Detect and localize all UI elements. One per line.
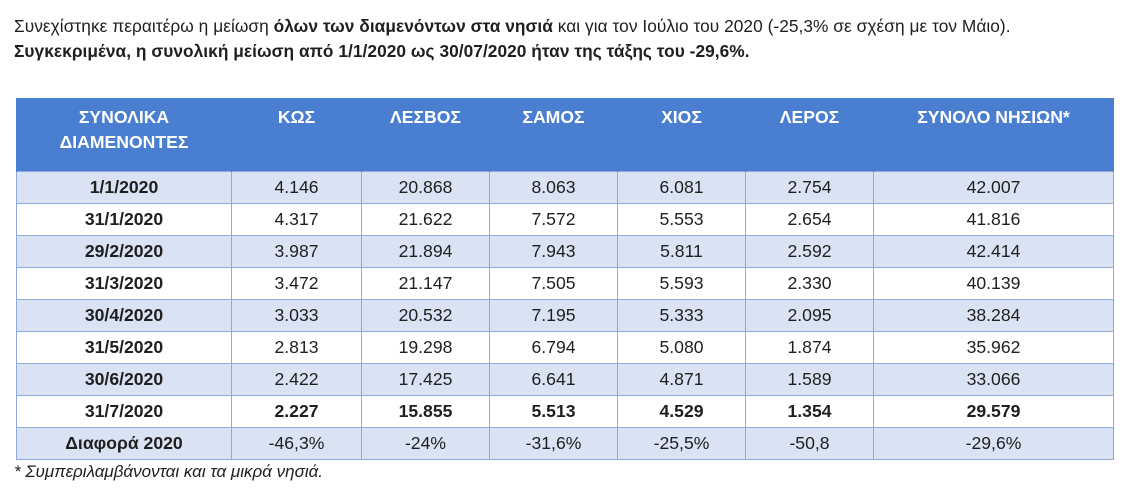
cell-samos: -31,6%: [489, 427, 618, 460]
cell-samos: 7.572: [489, 203, 618, 236]
table-header-row: ΣΥΝΟΛΙΚΑ ΔΙΑΜΕΝΟΝΤΕΣ ΚΩΣ ΛΕΣΒΟΣ ΣΑΜΟΣ ΧΙ…: [16, 98, 1114, 172]
header-total-islands: ΣΥΝΟΛΟ ΝΗΣΙΩΝ*: [873, 98, 1114, 172]
cell-kos: 4.317: [231, 203, 362, 236]
cell-date: Διαφορά 2020: [16, 427, 232, 460]
cell-samos: 7.505: [489, 267, 618, 300]
cell-leros: 1.589: [745, 363, 874, 396]
table-row: 30/6/2020 2.422 17.425 6.641 4.871 1.589 33.06…: [16, 363, 1114, 396]
cell-chios: 5.080: [617, 331, 746, 364]
cell-kos: -46,3%: [231, 427, 362, 460]
cell-chios: 4.871: [617, 363, 746, 396]
cell-kos: 3.033: [231, 299, 362, 332]
header-leros: ΛΕΡΟΣ: [745, 98, 874, 172]
cell-total: 40.139: [873, 267, 1114, 300]
cell-date: 30/6/2020: [16, 363, 232, 396]
header-lesvos: ΛΕΣΒΟΣ: [361, 98, 490, 172]
cell-leros: 2.592: [745, 235, 874, 268]
cell-samos: 8.063: [489, 171, 618, 204]
cell-kos: 4.146: [231, 171, 362, 204]
cell-lesvos: 19.298: [361, 331, 490, 364]
cell-date: 31/7/2020: [16, 395, 232, 428]
cell-samos: 5.513: [489, 395, 618, 428]
cell-date: 31/5/2020: [16, 331, 232, 364]
cell-lesvos: 21.622: [361, 203, 490, 236]
cell-kos: 3.472: [231, 267, 362, 300]
cell-chios: 5.553: [617, 203, 746, 236]
intro-paragraph: Συνεχίστηκε περαιτέρω η μείωση όλων των …: [14, 14, 1124, 64]
table-row: 31/3/2020 3.472 21.147 7.505 5.593 2.330 40.13…: [16, 267, 1114, 300]
intro-text-1: Συνεχίστηκε περαιτέρω η μείωση: [14, 16, 274, 36]
table-row: 31/5/2020 2.813 19.298 6.794 5.080 1.874 35.96…: [16, 331, 1114, 364]
cell-total: 38.284: [873, 299, 1114, 332]
cell-lesvos: -24%: [361, 427, 490, 460]
cell-date: 1/1/2020: [16, 171, 232, 204]
header-total-residents: ΣΥΝΟΛΙΚΑ ΔΙΑΜΕΝΟΝΤΕΣ: [16, 98, 232, 172]
cell-samos: 7.195: [489, 299, 618, 332]
table-row: 29/2/2020 3.987 21.894 7.943 5.811 2.592 42.41…: [16, 235, 1114, 268]
cell-chios: 5.333: [617, 299, 746, 332]
cell-kos: 2.422: [231, 363, 362, 396]
table-row: 31/1/2020 4.317 21.622 7.572 5.553 2.654 41.81…: [16, 203, 1114, 236]
intro-text-2: και για τον Ιούλιο του 2020 (-25,3% σε σ…: [552, 16, 1011, 36]
intro-bold-1: όλων των διαμενόντων στα νησιά: [273, 16, 553, 36]
cell-lesvos: 20.868: [361, 171, 490, 204]
cell-date: 31/1/2020: [16, 203, 232, 236]
cell-kos: 2.813: [231, 331, 362, 364]
cell-kos: 2.227: [231, 395, 362, 428]
cell-chios: 5.811: [617, 235, 746, 268]
cell-lesvos: 21.147: [361, 267, 490, 300]
cell-samos: 7.943: [489, 235, 618, 268]
footnote: * Συμπεριλαμβάνονται και τα μικρά νησιά.: [14, 462, 324, 481]
header-samos: ΣΑΜΟΣ: [489, 98, 618, 172]
cell-lesvos: 17.425: [361, 363, 490, 396]
cell-kos: 3.987: [231, 235, 362, 268]
cell-lesvos: 20.532: [361, 299, 490, 332]
cell-date: 30/4/2020: [16, 299, 232, 332]
cell-total: 41.816: [873, 203, 1114, 236]
cell-leros: 2.754: [745, 171, 874, 204]
cell-chios: 4.529: [617, 395, 746, 428]
cell-samos: 6.641: [489, 363, 618, 396]
cell-lesvos: 21.894: [361, 235, 490, 268]
cell-leros: 1.874: [745, 331, 874, 364]
cell-chios: -25,5%: [617, 427, 746, 460]
header-kos: ΚΩΣ: [231, 98, 362, 172]
cell-total: -29,6%: [873, 427, 1114, 460]
cell-leros: 2.330: [745, 267, 874, 300]
header-chios: ΧΙΟΣ: [617, 98, 746, 172]
cell-lesvos: 15.855: [361, 395, 490, 428]
intro-bold-2: Συγκεκριμένα, η συνολική μείωση από 1/1/…: [14, 41, 750, 61]
cell-total: 42.007: [873, 171, 1114, 204]
cell-total: 42.414: [873, 235, 1114, 268]
cell-chios: 6.081: [617, 171, 746, 204]
table-row: Διαφορά 2020 -46,3% -24% -31,6% -25,5% -50,8-…: [16, 427, 1114, 460]
cell-chios: 5.593: [617, 267, 746, 300]
cell-total: 29.579: [873, 395, 1114, 428]
cell-leros: -50,8: [745, 427, 874, 460]
cell-leros: 1.354: [745, 395, 874, 428]
cell-date: 31/3/2020: [16, 267, 232, 300]
table-row: 1/1/2020 4.146 20.868 8.063 6.081 2.754 42.007: [16, 171, 1114, 204]
cell-leros: 2.654: [745, 203, 874, 236]
cell-samos: 6.794: [489, 331, 618, 364]
residents-table: ΣΥΝΟΛΙΚΑ ΔΙΑΜΕΝΟΝΤΕΣ ΚΩΣ ΛΕΣΒΟΣ ΣΑΜΟΣ ΧΙ…: [16, 98, 1114, 460]
cell-leros: 2.095: [745, 299, 874, 332]
table-row: 30/4/2020 3.033 20.532 7.195 5.333 2.095 38.28…: [16, 299, 1114, 332]
cell-total: 35.962: [873, 331, 1114, 364]
cell-total: 33.066: [873, 363, 1114, 396]
table-row: 31/7/2020 2.227 15.855 5.513 4.529 1.354 29.57…: [16, 395, 1114, 428]
cell-date: 29/2/2020: [16, 235, 232, 268]
